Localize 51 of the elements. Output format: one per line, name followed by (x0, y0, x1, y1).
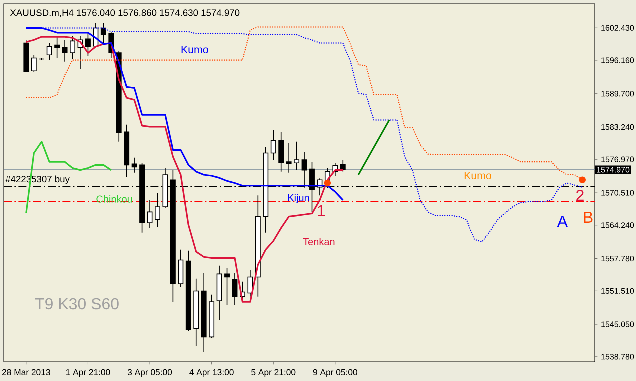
candlestick (232, 272, 238, 306)
y-tick-label: 1557.780 (602, 256, 634, 262)
y-tick-label: 1551.510 (602, 288, 634, 294)
candlestick (31, 54, 37, 73)
candlestick (62, 40, 68, 62)
annotation: Kumo (464, 172, 492, 180)
candlestick (340, 160, 346, 172)
x-tick-label: 4 Apr 13:00 (190, 369, 234, 378)
x-tick-label: 1 Apr 21:00 (66, 369, 110, 378)
y-tick-label: 1576.970 (602, 156, 634, 162)
x-tick-label: 28 Mar 2013 (2, 369, 50, 376)
candlestick (201, 272, 207, 353)
candlestick (132, 158, 138, 174)
x-tick-label: 5 Apr 21:00 (252, 369, 296, 378)
y-tick-label: 1596.160 (602, 58, 634, 64)
candlestick (278, 132, 284, 172)
candlestick (248, 270, 254, 298)
candlestick (186, 250, 192, 332)
y-tick-label: 1583.240 (602, 124, 634, 130)
x-tick-label: 3 Apr 05:00 (128, 369, 172, 378)
annotation: 1 (318, 205, 326, 216)
candlestick (124, 124, 130, 178)
candlestick (270, 130, 276, 160)
y-tick-label: 1538.780 (602, 354, 634, 360)
y-tick-label: 1570.510 (602, 190, 634, 196)
x-tick-label: 9 Apr 05:00 (313, 369, 358, 378)
annotation: 2 (576, 190, 584, 202)
candlestick (85, 32, 91, 57)
series-label: B (584, 212, 593, 223)
candlestick (194, 278, 200, 346)
candlestick (46, 42, 52, 61)
candlestick (216, 266, 222, 321)
series-label: A (557, 216, 568, 228)
candlestick (286, 142, 292, 174)
annotation: Kumo (182, 46, 208, 54)
candlestick (155, 192, 160, 228)
y-tick-label: 1564.240 (602, 222, 634, 228)
annotation: T9 K30 S60 (35, 298, 119, 310)
text: XAUUSD.m,H4 1576.040 1576.860 1574.630 1574.970 (10, 10, 240, 18)
y-tick-label: 1602.430 (602, 25, 634, 31)
y-tick-label: 1545.050 (602, 322, 634, 328)
candlestick (147, 200, 153, 229)
y-tick-label: 1589.700 (602, 91, 634, 97)
candlestick (70, 36, 76, 60)
text: Chinkou (96, 196, 132, 203)
candlestick (178, 249, 184, 288)
text: Tenkan (303, 238, 335, 246)
series-label: Kijun (288, 194, 310, 204)
ref-line-label: 1574.970 (597, 167, 630, 173)
candlestick (209, 294, 215, 339)
candlestick (24, 40, 30, 73)
